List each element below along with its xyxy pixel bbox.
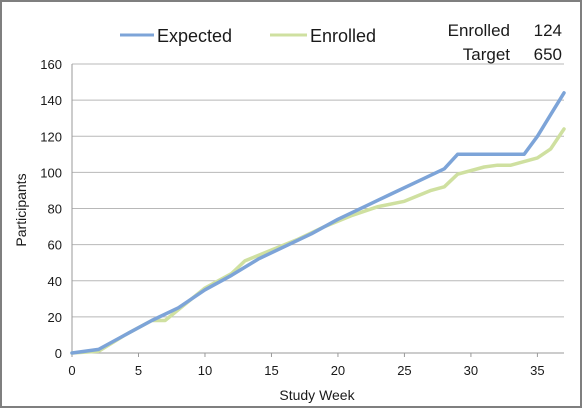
target-stat-label: Target bbox=[463, 45, 511, 64]
series-layer bbox=[70, 91, 566, 355]
grid-lines bbox=[72, 63, 564, 318]
x-axis-title: Study Week bbox=[279, 387, 355, 403]
x-tick-label: 0 bbox=[68, 363, 75, 378]
y-tick-label: 120 bbox=[40, 129, 62, 144]
y-tick-label: 100 bbox=[40, 165, 62, 180]
x-tick-label: 25 bbox=[397, 363, 411, 378]
y-tick-label: 60 bbox=[48, 238, 62, 253]
enrolled-stat-value: 124 bbox=[534, 21, 562, 40]
y-tick-label: 160 bbox=[40, 57, 62, 72]
x-tick-label: 35 bbox=[530, 363, 544, 378]
legend-label-expected: Expected bbox=[157, 26, 232, 46]
x-tick-label: 15 bbox=[264, 363, 278, 378]
y-tick-label: 80 bbox=[48, 202, 62, 217]
y-tick-label: 40 bbox=[48, 274, 62, 289]
y-tick-label: 0 bbox=[55, 346, 62, 361]
x-tick-label: 5 bbox=[135, 363, 142, 378]
enrolled-stat-label: Enrolled bbox=[448, 21, 510, 40]
y-tick-label: 140 bbox=[40, 93, 62, 108]
enrollment-stats: Enrolled 124 Target 650 bbox=[448, 21, 562, 64]
legend: Expected Enrolled bbox=[120, 26, 376, 46]
target-stat-value: 650 bbox=[534, 45, 562, 64]
y-tick-label: 20 bbox=[48, 310, 62, 325]
series-line-enrolled bbox=[70, 127, 566, 355]
x-tick-label: 20 bbox=[331, 363, 345, 378]
y-axis-title: Participants bbox=[13, 173, 29, 246]
x-tick-label: 30 bbox=[464, 363, 478, 378]
chart-axes bbox=[71, 64, 564, 357]
x-tick-label: 10 bbox=[198, 363, 212, 378]
tick-labels: 0 20 40 60 80 100 120 140 160 0 5 10 15 20 25 30 35 bbox=[40, 57, 544, 378]
legend-label-enrolled: Enrolled bbox=[310, 26, 376, 46]
series-line-expected bbox=[70, 91, 566, 355]
